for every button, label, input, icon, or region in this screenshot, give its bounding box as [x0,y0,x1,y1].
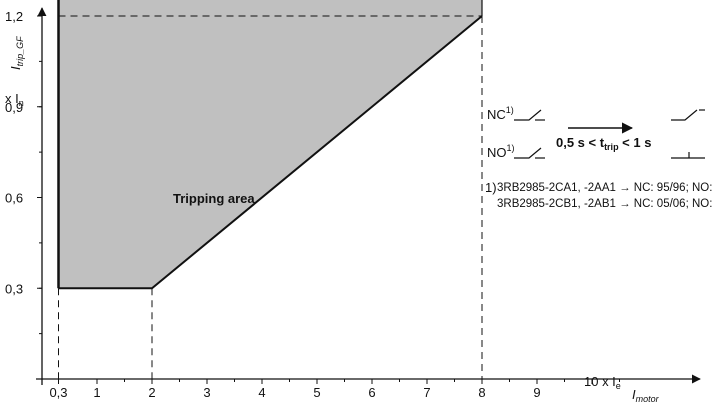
y-axis-label: Itrip_GF [8,36,25,70]
y-top-label: x In [5,91,24,108]
x-axis-label: Imotor [632,387,660,404]
x-tick-marks: 0,3 1 2 3 4 5 6 7 8 9 [49,379,620,400]
x-tick-label: 3 [203,385,210,400]
y-tick-marks: 0,3 0,6 0,9 1,2 [5,9,42,335]
x-tick-label: 0,3 [49,385,67,400]
tripping-area-region [58,0,482,289]
no-contact-symbol-before [514,147,545,159]
nc-contact-symbol-before [514,109,545,121]
no-contact-symbol-after [671,152,705,159]
footnote-line-1: 3RB2985-2CA1, -2AA1 → NC: 95/96; NO: 97/… [497,182,712,194]
switch-time-label: 0,5 s < ttrip < 1 s [556,135,651,152]
x-tick-label: 9 [533,385,540,400]
no-label: NO1) [487,143,515,160]
x-tick-label: 8 [478,385,485,400]
x-tick-label: 2 [148,385,155,400]
x-tick-label: 4 [258,385,265,400]
x-tick-label: 5 [313,385,320,400]
x-tick-label: 7 [423,385,430,400]
y-tick-label: 1,2 [5,9,23,24]
y-tick-label: 0,3 [5,281,23,296]
y-tick-label: 0,9 [5,100,23,115]
footnote-mark: 1) [485,180,497,195]
tripping-area-label: Tripping area [173,191,255,206]
footnote-line-2: 3RB2985-2CB1, -2AB1 → NC: 05/06; NO: 07/… [497,198,712,210]
y-tick-label: 0,6 [5,191,23,206]
x-tick-label: 6 [368,385,375,400]
x-tick-label: 1 [93,385,100,400]
nc-label: NC1) [487,105,514,122]
nc-contact-symbol-after [671,109,705,121]
x-last-tick-label: 10 x Ie [584,374,621,391]
